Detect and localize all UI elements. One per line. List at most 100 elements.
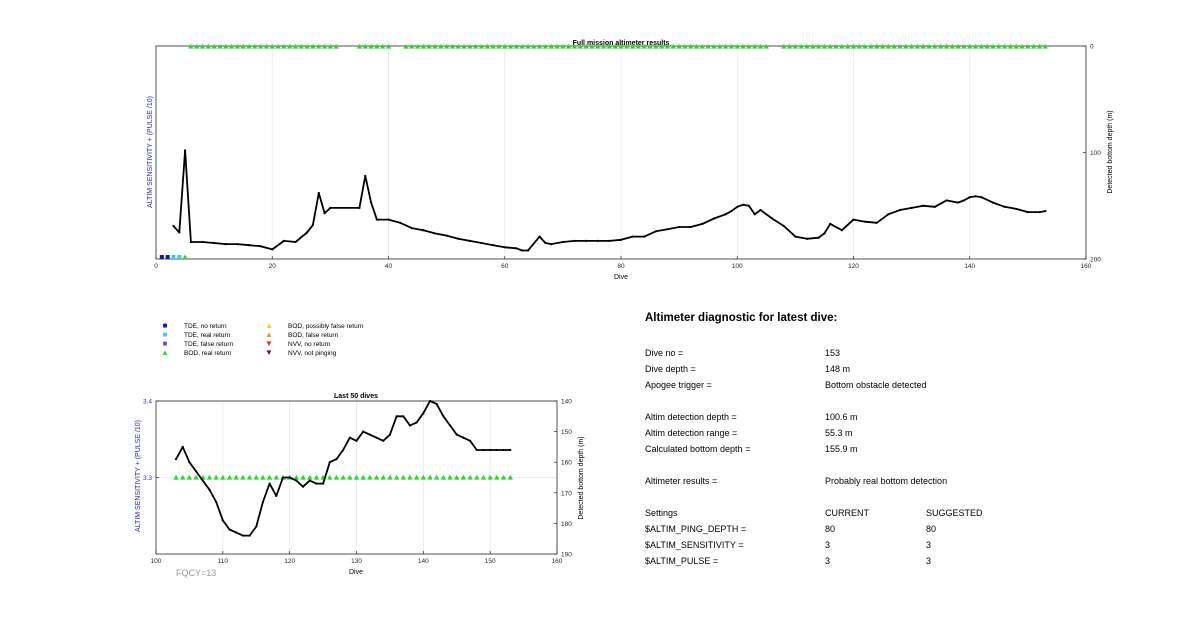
bod-real-marker — [287, 43, 293, 49]
bod-real-marker — [984, 43, 990, 49]
depth-point — [840, 229, 843, 232]
depth-point — [181, 445, 184, 448]
bod-real-marker — [862, 43, 868, 49]
bod-real-marker — [173, 474, 179, 480]
depth-point — [248, 534, 251, 537]
depth-point — [308, 479, 311, 482]
depth-point — [753, 213, 756, 216]
depth-point — [689, 225, 692, 229]
full-chart-yticks: 0 100 200 — [1083, 44, 1101, 264]
legend-symbol-icon: ■ — [162, 339, 168, 348]
depth-point — [442, 415, 445, 418]
depth-point — [495, 448, 498, 452]
depth-point — [189, 240, 192, 244]
depth-point — [550, 242, 553, 246]
setting-name: $ALTIM_PING_DEPTH = — [645, 524, 747, 534]
depth-point — [1038, 211, 1041, 214]
bod-real-marker — [223, 43, 229, 49]
bod-real-marker — [519, 43, 525, 49]
x-tick-label: 0 — [154, 263, 158, 270]
bod-real-marker — [938, 43, 944, 49]
depth-point — [195, 470, 198, 473]
bod-real-marker — [507, 474, 513, 480]
bod-real-marker — [180, 474, 186, 480]
diagnostic-title: Altimeter diagnostic for latest dive: — [645, 312, 838, 324]
legend-item: ■ TDE, no return — [160, 322, 227, 330]
depth-point — [321, 482, 325, 485]
bod-real-marker — [263, 43, 270, 49]
depth-point — [1003, 205, 1006, 208]
bod-real-marker — [281, 43, 287, 49]
bod-real-marker — [943, 43, 950, 49]
bod-real-marker — [548, 43, 554, 49]
setting-suggested: 3 — [926, 556, 932, 566]
bod-real-marker — [845, 43, 851, 49]
bod-real-marker — [473, 43, 479, 49]
depth-point — [268, 482, 271, 485]
depth-point — [794, 235, 797, 238]
bod-real-marker — [211, 43, 217, 49]
setting-current: 3 — [825, 556, 831, 566]
bod-real-marker — [920, 43, 926, 49]
depth-point — [348, 436, 351, 439]
bod-real-marker — [260, 474, 266, 480]
bod-real-marker — [682, 43, 688, 49]
depth-point — [281, 476, 285, 479]
bod-real-marker — [763, 43, 769, 49]
depth-point — [362, 430, 365, 433]
depth-point — [241, 534, 244, 537]
bod-real-marker — [316, 43, 322, 49]
depth-point — [445, 234, 448, 237]
depth-point — [829, 222, 832, 225]
y-tick-label: 180 — [561, 521, 572, 528]
diag-value: 155.9 m — [825, 444, 858, 454]
bod-real-marker — [926, 43, 932, 49]
bod-real-marker — [420, 474, 427, 480]
depth-point — [1015, 207, 1018, 211]
diag-row: Apogee trigger = Bottom obstacle detecte… — [645, 380, 1165, 392]
y-tick-label: 3.3 — [143, 475, 152, 482]
depth-point — [368, 433, 371, 436]
bod-real-marker — [641, 43, 647, 49]
depth-point — [489, 448, 492, 452]
setting-name: $ALTIM_PULSE = — [645, 556, 719, 566]
depth-point — [991, 201, 995, 204]
diag-value: 153 — [825, 348, 841, 358]
tde-real-return-marker — [177, 255, 182, 259]
depth-point — [515, 247, 518, 250]
bod-real-marker — [362, 43, 368, 49]
bod-real-marker — [461, 43, 467, 49]
depth-point — [236, 242, 239, 246]
bod-real-marker — [266, 474, 273, 480]
bod-real-marker — [816, 43, 822, 49]
bod-real-marker — [313, 474, 320, 480]
bod-real-marker — [434, 474, 440, 480]
settings-label: Settings — [645, 508, 678, 518]
depth-point — [823, 232, 826, 235]
depth-line — [175, 400, 511, 537]
legend-label: BOD, real return — [184, 349, 232, 357]
diag-value: 55.3 m — [825, 428, 853, 438]
full-chart-title: Full mission altimeter results — [573, 40, 670, 47]
full-mission-chart: Full mission altimeter results 0 20 40 60 80… — [147, 40, 1114, 281]
bod-real-marker — [798, 43, 804, 49]
depth-point — [1044, 209, 1047, 213]
legend-symbol-icon: ▲ — [161, 348, 169, 357]
depth-point — [317, 191, 320, 195]
depth-point — [509, 448, 512, 452]
bod-real-marker — [659, 43, 665, 49]
diag-label: Altim detection depth = — [645, 412, 737, 422]
full-chart-ylabel-right: Detected bottom depth (m) — [1107, 110, 1114, 193]
depth-point — [933, 205, 936, 208]
depth-point — [183, 149, 187, 152]
bod-real-marker — [403, 43, 409, 49]
x-tick-label: 40 — [385, 263, 393, 270]
bod-real-marker — [792, 43, 798, 49]
bod-real-marker — [500, 474, 507, 480]
diag-row: Altim detection range = 55.3 m — [645, 428, 1165, 440]
legend-symbol-icon: ■ — [162, 321, 168, 330]
depth-point — [328, 461, 331, 464]
bod-real-marker — [490, 43, 496, 49]
depth-point — [306, 231, 309, 234]
x-tick-label: 60 — [501, 263, 509, 270]
